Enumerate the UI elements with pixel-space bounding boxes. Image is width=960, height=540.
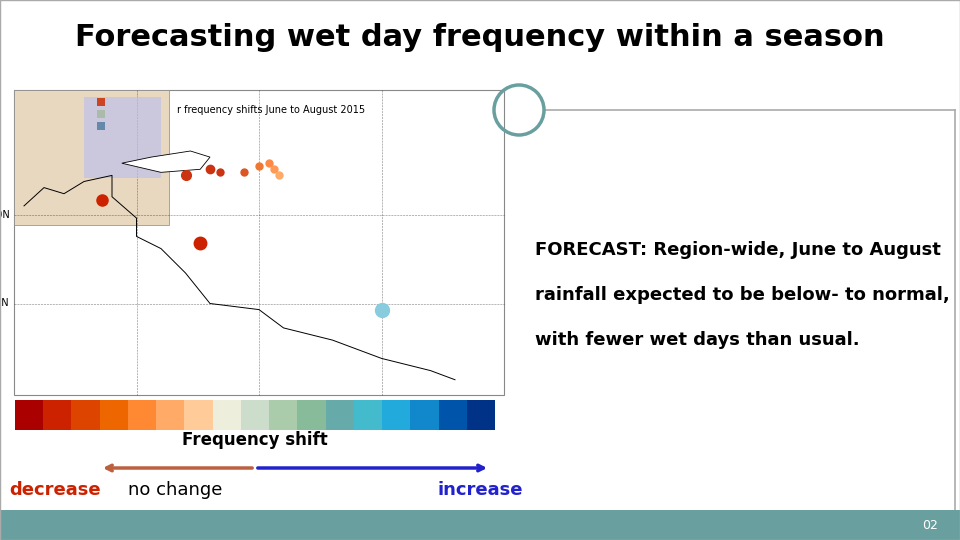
Bar xyxy=(410,400,439,430)
Text: Frequency shift: Frequency shift xyxy=(182,431,328,449)
Text: r frequency shifts June to August 2015: r frequency shifts June to August 2015 xyxy=(177,105,365,115)
Bar xyxy=(298,400,325,430)
Text: 02: 02 xyxy=(922,518,938,532)
Polygon shape xyxy=(122,151,210,172)
Bar xyxy=(14,90,169,225)
Bar xyxy=(97,122,105,130)
Bar xyxy=(0,510,960,540)
Bar xyxy=(269,400,298,430)
Bar xyxy=(382,400,410,430)
Text: 80W: 80W xyxy=(184,404,206,414)
Text: 20N: 20N xyxy=(0,210,10,220)
Bar xyxy=(354,400,382,430)
Bar xyxy=(97,110,105,118)
Bar xyxy=(325,400,354,430)
Bar xyxy=(97,98,105,106)
Bar xyxy=(43,400,71,430)
Bar xyxy=(184,400,213,430)
Text: with fewer wet days than usual.: with fewer wet days than usual. xyxy=(535,331,859,349)
Bar xyxy=(128,400,156,430)
Bar xyxy=(84,97,161,178)
Text: 90W: 90W xyxy=(61,404,84,414)
Bar xyxy=(71,400,100,430)
Text: FORECAST: Region-wide, June to August: FORECAST: Region-wide, June to August xyxy=(535,241,941,259)
Bar xyxy=(100,400,128,430)
Text: 60W: 60W xyxy=(434,404,456,414)
Text: 10N: 10N xyxy=(0,299,10,308)
Bar xyxy=(213,400,241,430)
Text: 70W: 70W xyxy=(312,404,334,414)
Bar xyxy=(439,400,467,430)
Bar xyxy=(15,400,43,430)
Text: Forecasting wet day frequency within a season: Forecasting wet day frequency within a s… xyxy=(75,24,885,52)
Bar xyxy=(14,90,504,395)
Text: no change: no change xyxy=(128,481,222,499)
Bar xyxy=(241,400,269,430)
Text: decrease: decrease xyxy=(10,481,101,499)
Bar xyxy=(467,400,495,430)
Text: increase: increase xyxy=(437,481,523,499)
Text: rainfall expected to be below- to normal,: rainfall expected to be below- to normal… xyxy=(535,286,949,304)
Bar xyxy=(156,400,184,430)
